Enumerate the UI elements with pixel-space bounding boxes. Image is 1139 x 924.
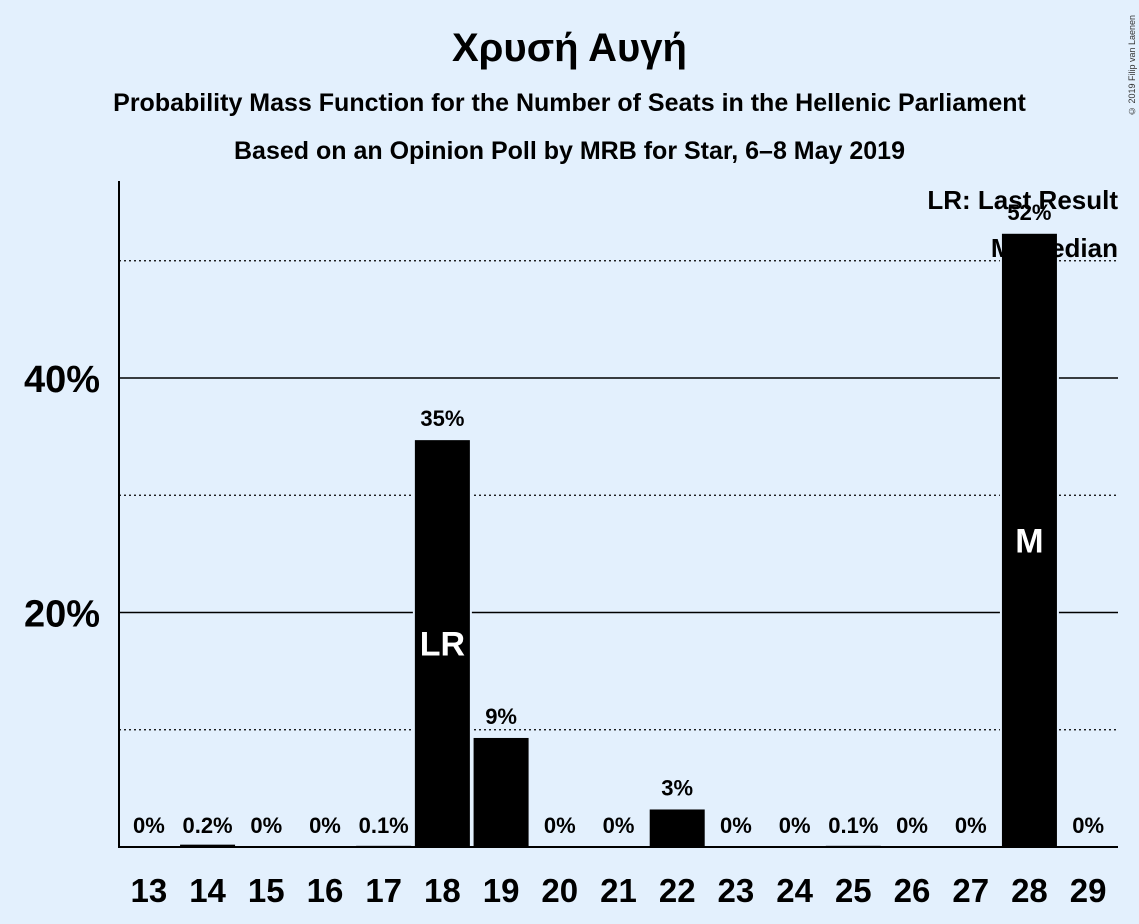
x-tick-label: 24 (776, 872, 813, 909)
axes (118, 181, 1118, 848)
bar-value-label: 0% (603, 813, 635, 838)
x-tick-label: 22 (659, 872, 696, 909)
y-tick-label: 20% (24, 594, 100, 636)
bar (1001, 233, 1057, 848)
bar-value-label: 52% (1007, 200, 1051, 225)
x-tick-label: 27 (952, 872, 989, 909)
bar-value-label: 0.1% (828, 813, 878, 838)
x-tick-label: 15 (248, 872, 285, 909)
chart-title: Χρυσή Αυγή (452, 26, 687, 70)
y-axis-tick-labels: 20% 40% (24, 359, 100, 636)
bar-value-label: 0% (544, 813, 576, 838)
gridlines (119, 260, 1118, 731)
x-tick-label: 18 (424, 872, 461, 909)
bar (414, 440, 470, 847)
bar (473, 737, 529, 847)
x-axis-tick-labels: 13 14 15 16 17 18 19 20 21 22 23 24 25 26 27 28 29 (130, 872, 1106, 909)
y-tick-label: 40% (24, 359, 100, 401)
x-tick-label: 23 (718, 872, 755, 909)
bars: 0% 0.2% 0% 0% 0.1% 35% LR 9% 0% 0% 3% 0% 0% 0.1% 0% 0% 5… (133, 200, 1104, 848)
x-tick-label: 26 (894, 872, 931, 909)
bar-value-label: 0% (779, 813, 811, 838)
bar-value-label: 0.2% (182, 813, 232, 838)
legend-last-result: LR: Last Result (927, 185, 1118, 215)
bar-outline (354, 843, 414, 847)
legend: LR: Last Result M: Median (927, 185, 1118, 263)
bar-value-label: 0% (309, 813, 341, 838)
x-tick-label: 20 (541, 872, 578, 909)
last-result-marker: LR (420, 626, 465, 664)
x-tick-label: 17 (365, 872, 402, 909)
bar-value-label: 0% (1072, 813, 1104, 838)
bar-value-label: 0.1% (359, 813, 409, 838)
x-tick-label: 16 (307, 872, 344, 909)
x-tick-label: 29 (1070, 872, 1107, 909)
median-marker: M (1015, 522, 1043, 560)
chart-subtitle: Probability Mass Function for the Number… (113, 89, 1026, 117)
x-tick-label: 13 (130, 872, 167, 909)
bar (649, 809, 705, 847)
x-tick-label: 25 (835, 872, 872, 909)
bar-value-label: 9% (485, 704, 517, 729)
bar-value-label: 3% (661, 775, 693, 800)
bar-value-label: 0% (720, 813, 752, 838)
x-tick-label: 14 (189, 872, 226, 909)
x-tick-label: 21 (600, 872, 637, 909)
bar (180, 844, 236, 847)
bar-outline (823, 843, 883, 847)
bar-value-label: 0% (250, 813, 282, 838)
x-tick-label: 28 (1011, 872, 1048, 909)
bar-value-label: 35% (420, 406, 464, 431)
bar-value-label: 0% (896, 813, 928, 838)
bar-value-label: 0% (955, 813, 987, 838)
chart-subtitle-source: Based on an Opinion Poll by MRB for Star… (233, 137, 905, 165)
x-tick-label: 19 (483, 872, 520, 909)
legend-median: M: Median (991, 233, 1118, 263)
bar-value-label: 0% (133, 813, 165, 838)
